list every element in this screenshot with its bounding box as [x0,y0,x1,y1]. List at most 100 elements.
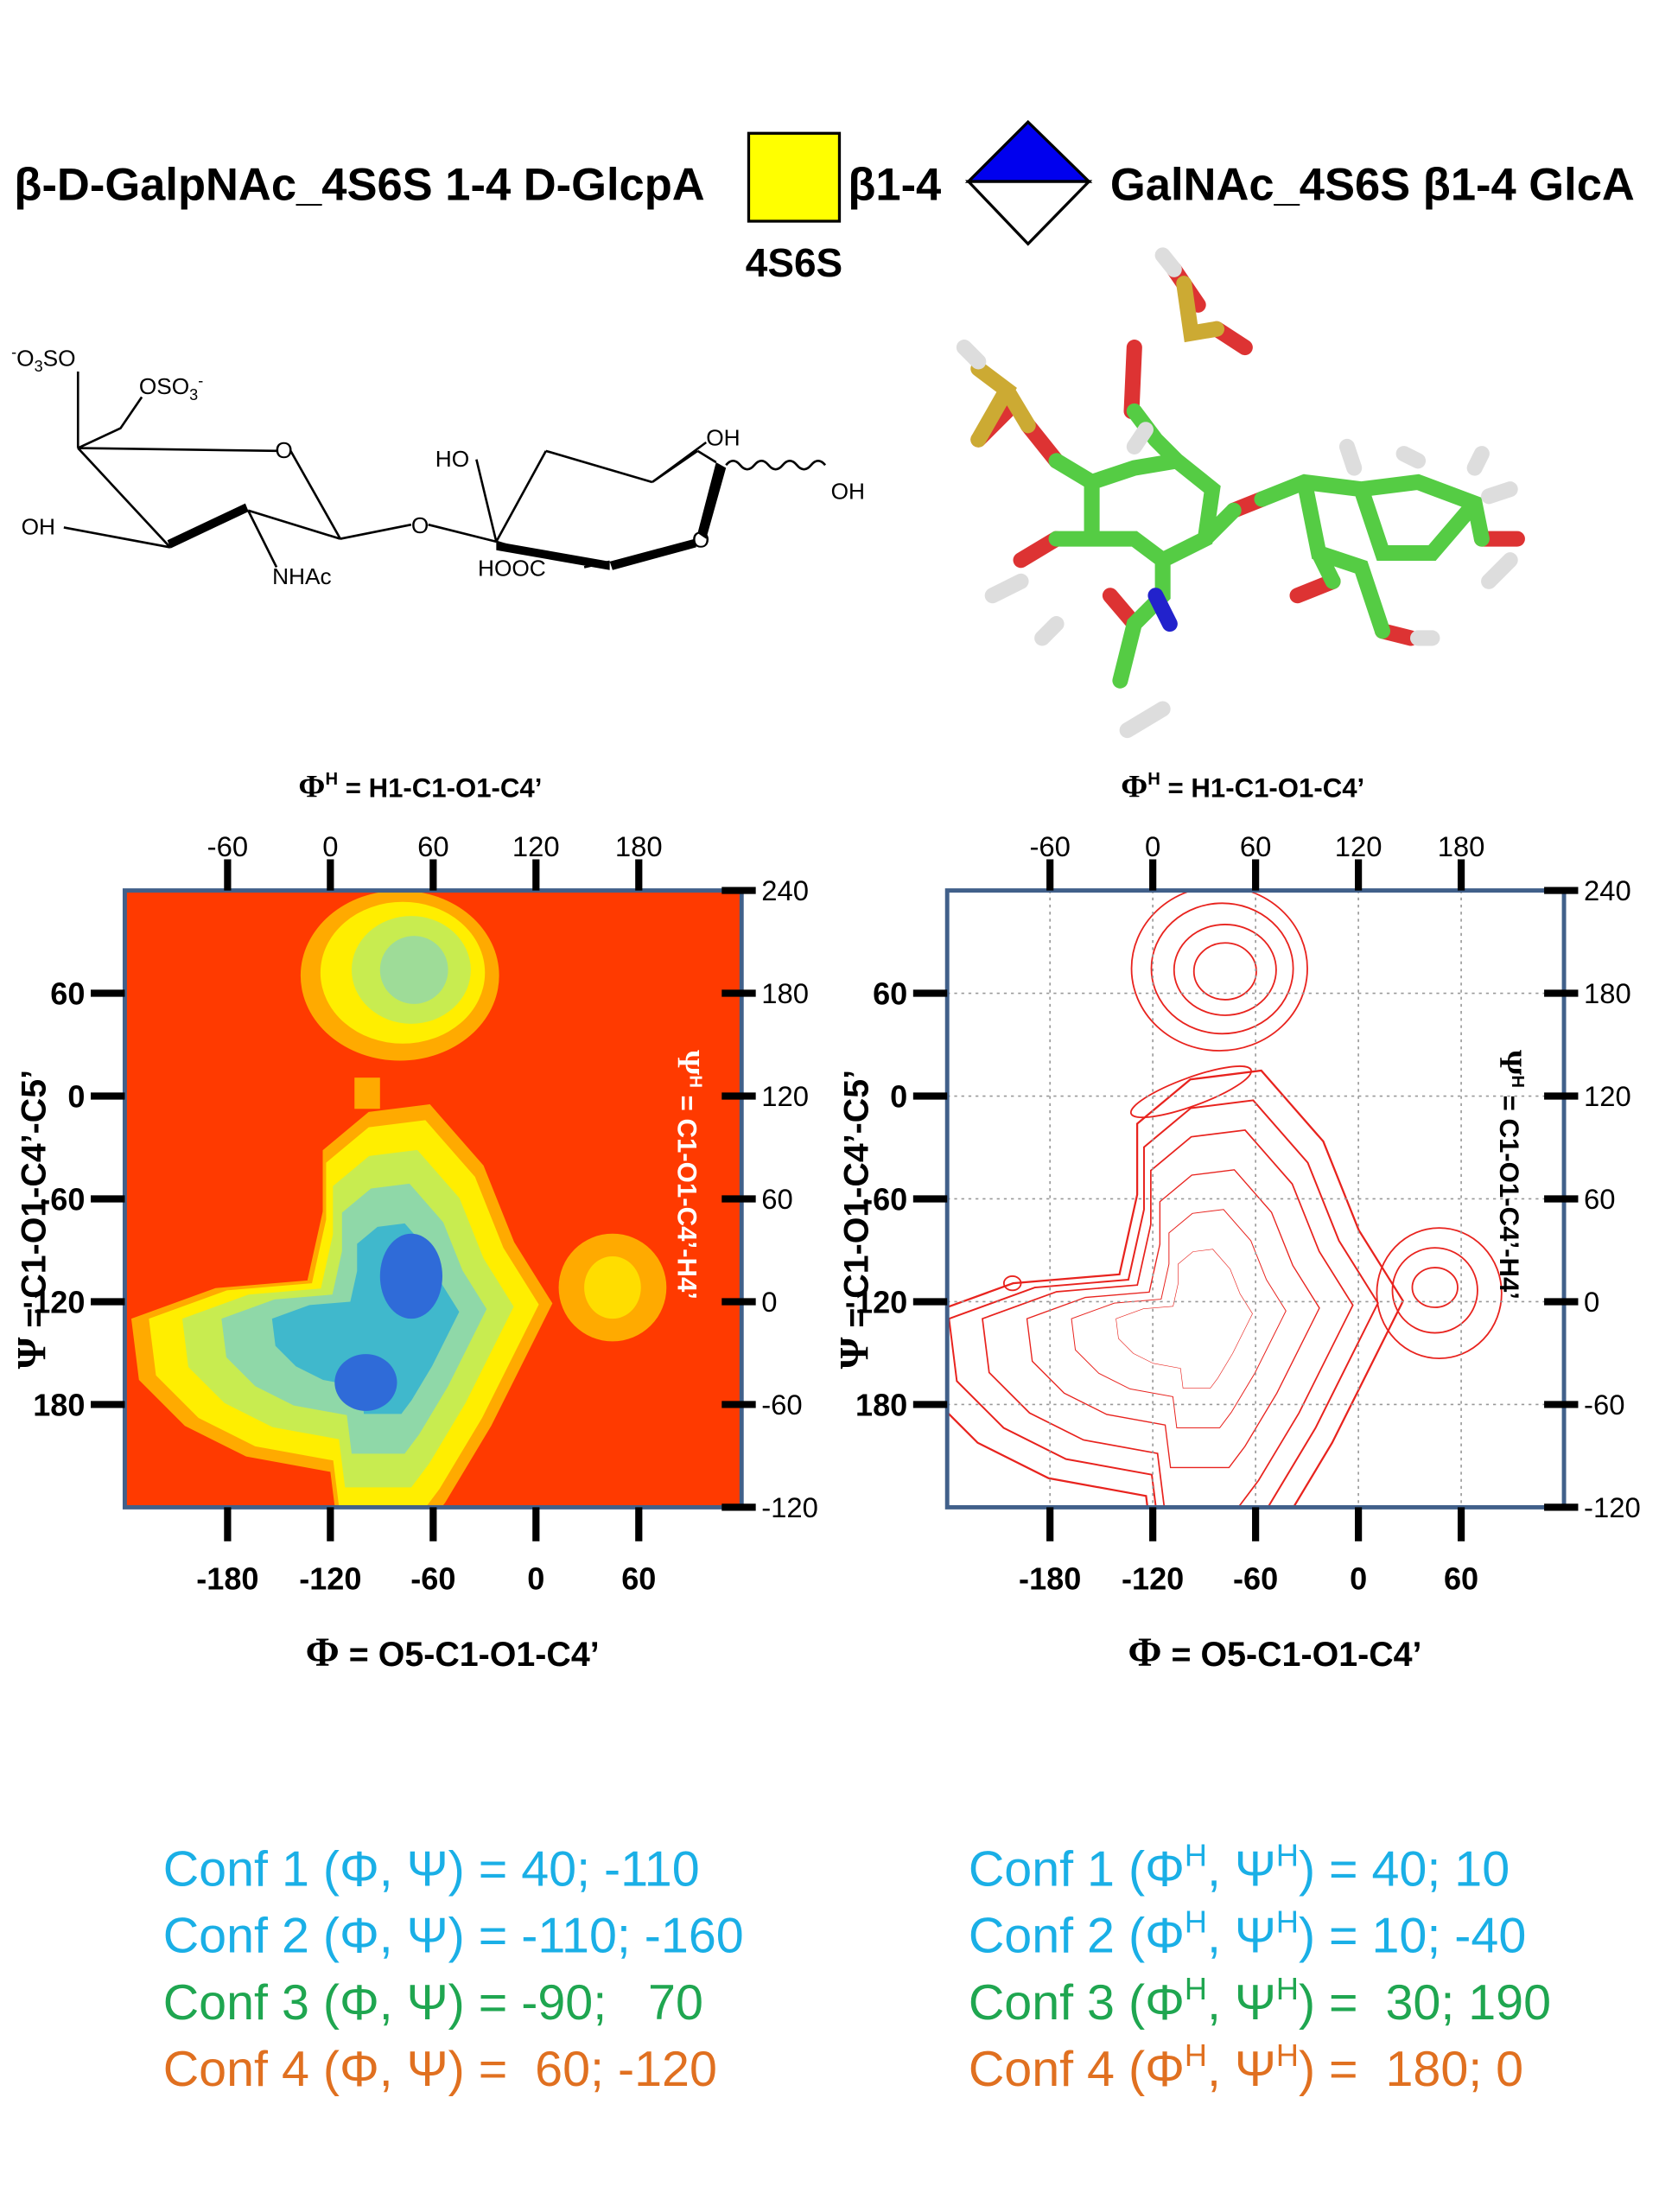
conformation: Conf 2 (Φ, Ψ) = -110; -160 [163,1909,744,1964]
x2-tick-label: 120 [1335,830,1382,862]
conformation-part: ) = 40; 10 [1299,1842,1510,1897]
x2-axis-title: ΦH = H1-C1-O1-C4’ [298,769,542,804]
y2-axis-title: ΨH = C1-O1-C4’-H4’ [670,1050,705,1300]
conformation-part: Conf 1 (Φ [969,1842,1185,1897]
y2-axis-title-part: = C1-O1-C4’-H4’ [671,1088,702,1300]
y-axis-title: Ψ = C1-O1-C4’-C5’ [10,1070,55,1369]
y2-axis-title-part: Ψ [1492,1050,1528,1076]
heatmap-region [379,1233,442,1319]
y2-tick-label: 0 [1584,1286,1599,1318]
conformation-part: Conf 3 (Φ, Ψ) = -90; 70 [163,1975,703,2031]
conformation-part: ) = 30; 190 [1299,1975,1551,2031]
y-tick-label: 60 [873,976,907,1012]
conformation-part: Conf 2 (Φ, Ψ) = -110; -160 [163,1909,744,1964]
conformation: Conf 3 (ΦH, ΨH) = 30; 190 [969,1971,1551,2031]
y-tick-label: 0 [890,1079,907,1115]
conformation-part: ) = 180; 0 [1299,2042,1523,2097]
x-axis-title-part: Φ [306,1630,340,1675]
conformation-part: , Ψ [1207,1975,1276,2031]
x2-axis-title-part: Φ [1121,769,1147,804]
x2-tick-label: -60 [207,830,248,862]
conformation: Conf 2 (ΦH, ΨH) = 10; -40 [969,1904,1526,1964]
y2-tick-label: 120 [761,1080,809,1112]
conformation-part: H [1185,1838,1207,1873]
conformation-part: H [1276,1904,1299,1940]
y-tick-label: 60 [50,976,85,1012]
conformation: Conf 1 (ΦH, ΨH) = 40; 10 [969,1838,1510,1897]
conformation-part: H [1185,1971,1207,2006]
x-tick-label: -180 [1019,1561,1081,1597]
x-tick-label: 60 [1444,1561,1478,1597]
oh-right: OH [831,479,865,505]
ring-o-right: O [692,526,709,552]
y2-tick-label: -120 [761,1491,818,1523]
x-axis-title-part: = O5-C1-O1-C4’ [1162,1636,1422,1674]
structure-2d: -O3SO OSO3- OH O NHAc O HO OH O HOOC OH [11,344,865,590]
y-tick-label: 0 [67,1079,85,1115]
y-axis-title-part: Ψ [832,1337,877,1369]
heatmap-field [124,890,742,1508]
x2-tick-label: 0 [1145,830,1160,862]
x-axis-title-part: Φ [1128,1630,1161,1675]
sulfate-6: OSO3- [139,372,203,403]
conformation: Conf 1 (Φ, Ψ) = 40; -110 [163,1842,700,1897]
conformation-part: Conf 4 (Φ [969,2042,1185,2097]
y2-tick-label: 0 [761,1286,777,1318]
y-tick-label: -60 [862,1182,907,1217]
x-tick-label: 0 [1350,1561,1367,1597]
conformation: Conf 3 (Φ, Ψ) = -90; 70 [163,1975,703,2031]
x-tick-label: -60 [410,1561,455,1597]
conformation-part: H [1185,1904,1207,1940]
conformation-part: Conf 1 (Φ, Ψ) = 40; -110 [163,1842,700,1897]
y2-axis-title: ΨH = C1-O1-C4’-H4’ [1492,1050,1528,1300]
plot-heatmap: -180 -120 -60 0 60 -60 0 60 120 180 60 0 -60 -120 180 2… [22,830,818,1596]
y2-axis-title-part: H [1508,1075,1527,1088]
glyco-o: O [411,512,429,538]
x2-axis-title-part: = H1-C1-O1-C4’ [338,772,542,803]
y-tick-label: -120 [845,1285,907,1320]
y2-axis-title-part: H [685,1075,704,1088]
ho: HO [435,446,469,472]
x-axis-title: Φ = O5-C1-O1-C4’ [306,1630,600,1675]
x-tick-label: 0 [527,1561,544,1597]
y2-tick-label: 240 [761,874,809,906]
conformation-part: Conf 3 (Φ [969,1975,1185,2031]
sulfate-4: -O3SO [11,344,75,375]
y2-tick-label: 60 [761,1183,793,1215]
conformation-part: Conf 2 (Φ [969,1909,1185,1964]
y2-tick-label: -60 [761,1389,802,1421]
y2-tick-label: -60 [1584,1389,1624,1421]
y-axis-title: Ψ = C1-O1-C4’-C5’ [832,1070,877,1369]
x2-axis-title-part: Φ [298,769,325,804]
y-tick-label: 180 [855,1388,907,1423]
x-tick-label: -60 [1233,1561,1278,1597]
heatmap-region [354,1077,380,1109]
gal-square [747,131,842,223]
conformation: Conf 4 (Φ, Ψ) = 60; -120 [163,2042,717,2097]
y2-tick-label: 60 [1584,1183,1616,1215]
x2-tick-label: 180 [1438,830,1485,862]
square-label: 4S6S [746,240,842,285]
conformation-part: , Ψ [1207,1909,1276,1964]
heatmap-region [334,1354,397,1411]
heatmap-region [379,936,448,1004]
conformation-part: , Ψ [1207,2042,1276,2097]
glca-diamond-top [964,119,1093,183]
x2-tick-label: 120 [512,830,560,862]
linkage: β1-4 [848,159,941,210]
x-axis-title: Φ = O5-C1-O1-C4’ [1128,1630,1421,1675]
nhac: NHAc [272,563,332,589]
x2-axis-title: ΦH = H1-C1-O1-C4’ [1121,769,1364,804]
title-left: β-D-GalpNAc_4S6S 1-4 D-GlcpA [14,159,704,210]
x2-axis-title-part: H [1147,770,1160,789]
x2-tick-label: -60 [1029,830,1070,862]
x2-tick-label: 60 [417,830,448,862]
oh-left: OH [22,514,55,540]
x2-tick-label: 180 [615,830,663,862]
y-axis-title-part: = C1-O1-C4’-C5’ [837,1070,875,1338]
y2-axis-title-part: = C1-O1-C4’-H4’ [1494,1088,1524,1300]
y2-axis-title-part: Ψ [670,1050,705,1076]
y-axis-title-part: Ψ [10,1337,55,1369]
plot-contour: -180 -120 -60 0 60 -60 0 60 120 180 60 0 -60 -120 180 2… [845,830,1641,1596]
